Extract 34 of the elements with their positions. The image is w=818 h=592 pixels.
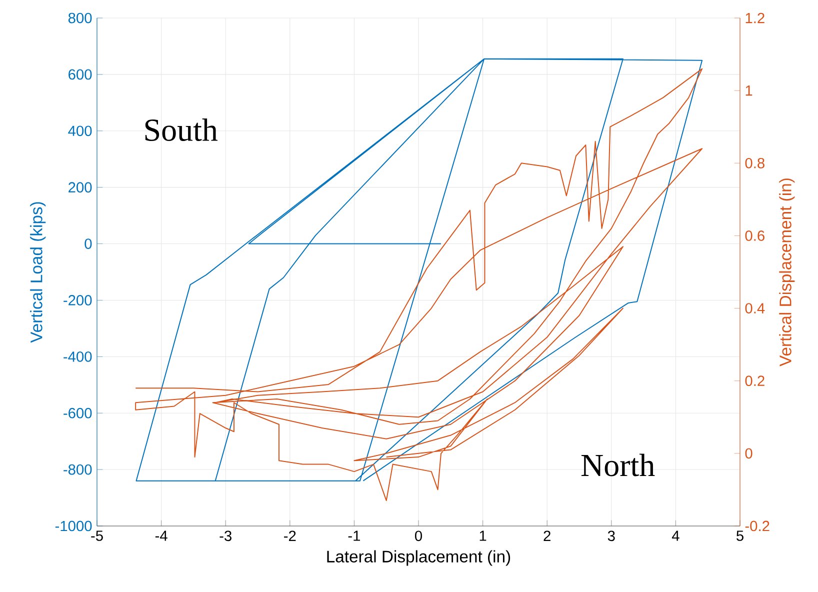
x-tick-label: 0 <box>414 530 422 542</box>
y2-axis-title: Vertical Displacement (in) <box>779 178 795 366</box>
x-tick-label: 2 <box>544 530 550 541</box>
x-axis-title: Lateral Displacement (in) <box>327 550 510 566</box>
x-tick-label: -1 <box>348 530 360 541</box>
y-tick-label: 200 <box>68 182 92 193</box>
y2-tick-label: 0.6 <box>745 230 764 241</box>
y2-tick-label: -0.2 <box>745 520 770 532</box>
y2-tick-label: 1.2 <box>746 12 764 24</box>
y-tick-label: 400 <box>68 126 92 136</box>
annotation: South <box>145 118 218 142</box>
x-tick-label: 5 <box>736 530 744 541</box>
y2-tick-label: 0.8 <box>745 158 764 168</box>
y-tick-label: -600 <box>64 408 92 418</box>
y-tick-label: -200 <box>64 295 92 306</box>
y2-tick-label: 0 <box>745 448 752 459</box>
x-tick-label: 3 <box>608 530 615 542</box>
x-tick-label: -3 <box>220 530 232 542</box>
y-tick-label: -800 <box>64 464 92 475</box>
x-tick-label: 4 <box>672 530 680 541</box>
y2-tick-label: 0.4 <box>745 303 765 314</box>
y-tick-label: -1000 <box>55 520 92 532</box>
y-tick-label: 0 <box>84 238 92 249</box>
y2-tick-label: 1 <box>746 86 752 96</box>
y-tick-label: -400 <box>64 351 92 362</box>
y-tick-label: 600 <box>68 69 92 80</box>
x-tick-label: -2 <box>284 530 296 541</box>
annotation: North <box>581 454 655 476</box>
y-tick-label: 800 <box>68 12 92 24</box>
x-tick-label: -4 <box>155 530 168 541</box>
x-tick-label: -5 <box>91 530 103 541</box>
x-tick-label: 1 <box>480 530 486 541</box>
y-axis-title: Vertical Load (kips) <box>30 202 46 343</box>
y2-tick-label: 0.2 <box>745 376 764 386</box>
